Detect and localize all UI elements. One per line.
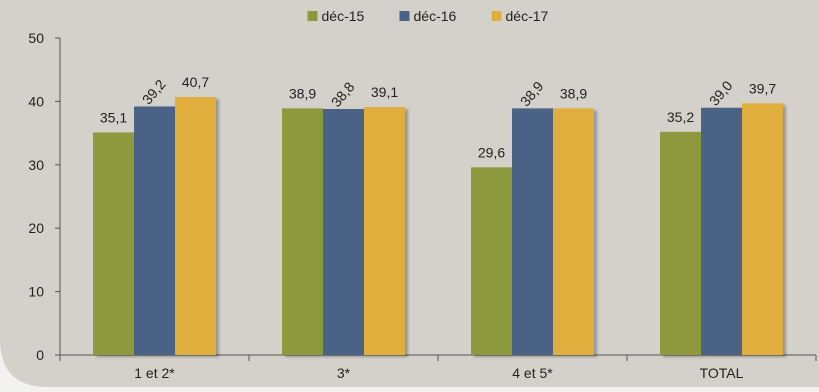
y-tick-label: 20 [28,220,44,236]
legend-label: déc-17 [506,8,549,24]
data-label: 38,9 [289,85,316,101]
legend-label: déc-15 [322,8,365,24]
data-label: 39,7 [749,80,776,96]
x-tick-label: TOTAL [700,365,744,381]
y-tick-label: 0 [36,347,44,363]
data-label: 40,7 [182,74,209,90]
legend-swatch [399,11,410,21]
legend-label: déc-16 [414,8,457,24]
bar [93,132,134,355]
y-tick-label: 50 [28,30,44,46]
bar [742,103,783,355]
x-tick-label: 3* [337,365,351,381]
x-tick-label: 4 et 5* [512,365,553,381]
y-tick-label: 10 [28,284,44,300]
bar [134,106,175,355]
bar [364,107,405,355]
data-label: 35,1 [100,109,127,125]
data-label: 35,2 [667,109,694,125]
y-tick-label: 30 [28,157,44,173]
chart-axes: 0 10 20 30 40 50 1 et 2* 3* 4 et 5* TOTAL [28,30,817,381]
chart-legend: déc-15 déc-16 déc-17 [307,8,549,24]
y-tick-label: 40 [28,93,44,109]
data-label: 39,1 [371,84,398,100]
bar [660,131,701,355]
bar [701,107,742,356]
bar [553,108,594,356]
data-label: 29,6 [478,144,505,160]
bar [471,167,512,355]
data-label: 38,9 [560,85,587,101]
legend-swatch [307,11,318,21]
x-tick-label: 1 et 2* [134,365,175,381]
bar [175,96,216,355]
legend-swatch [491,11,502,21]
bar [512,108,553,356]
bar [282,108,323,356]
chart-bars [93,96,783,356]
bar [323,109,364,356]
